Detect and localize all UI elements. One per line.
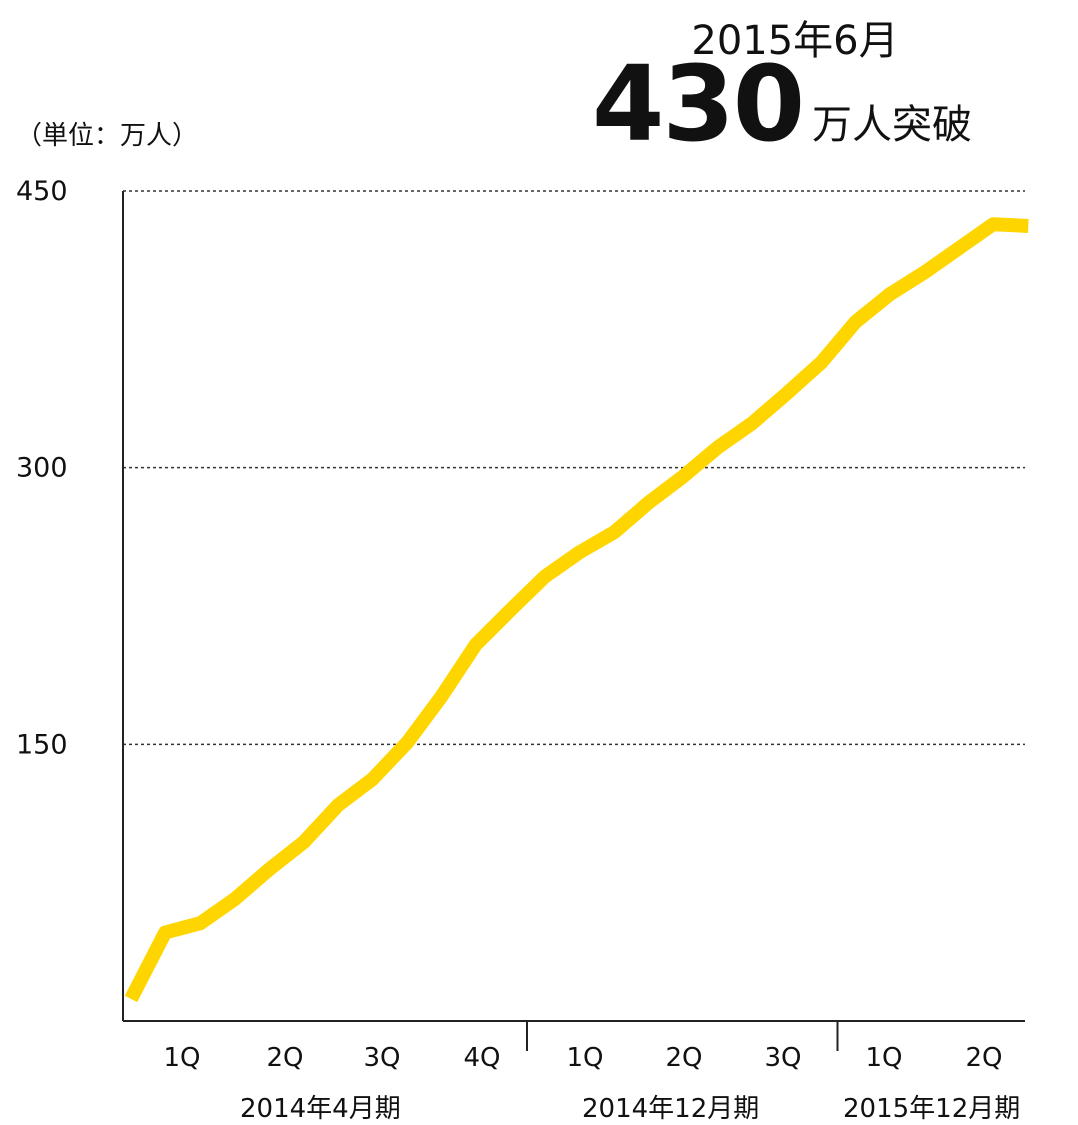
x-tick-label-4: 4Q [463,1043,500,1073]
x-tick-label-9: 2Q [965,1043,1002,1073]
x-tick-label-3: 3Q [363,1043,400,1073]
x-tick-label-2: 2Q [266,1043,303,1073]
headline-number: 430 [592,43,805,165]
headline-date: 2015年6月 [691,18,899,64]
period-label-2015-12: 2015年12月期 [843,1094,1021,1124]
headline-suffix: 万人突破 [812,102,972,148]
y-tick-label-450: 450 [16,176,68,207]
period-label-2014-12: 2014年12月期 [582,1094,760,1124]
x-tick-label-8: 1Q [865,1043,902,1073]
x-tick-labels: 1Q 2Q 3Q 4Q 1Q 2Q 3Q 1Q 2Q [163,1043,1002,1073]
x-tick-label-1: 1Q [163,1043,200,1073]
period-label-2014-4: 2014年4月期 [240,1094,401,1124]
x-tick-label-7: 3Q [764,1043,801,1073]
y-tick-label-150: 150 [16,729,68,760]
y-tick-label-300: 300 [16,453,68,484]
gridlines [123,190,1025,746]
series-lines [124,217,1029,1003]
y-tick-labels: 150 300 450 [16,176,68,760]
x-tick-label-6: 2Q [665,1043,702,1073]
x-tick-label-5: 1Q [566,1043,603,1073]
series-line-1 [124,217,1029,1003]
y-axis-unit-label: （単位：万人） [16,121,199,151]
axes [122,191,1025,1051]
